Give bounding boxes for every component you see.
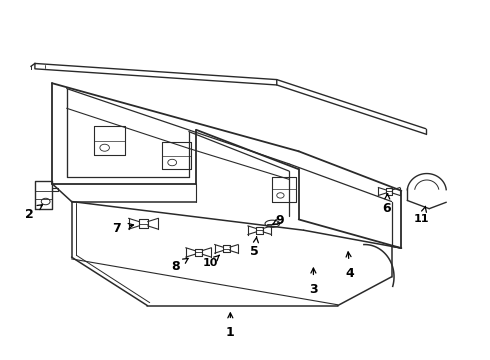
Text: 11: 11: [414, 206, 430, 224]
Text: 6: 6: [382, 194, 391, 215]
Text: 1: 1: [226, 313, 235, 339]
Text: 7: 7: [113, 222, 133, 235]
Text: 3: 3: [309, 268, 318, 296]
Text: 8: 8: [172, 258, 188, 273]
Text: 9: 9: [273, 214, 285, 227]
Text: 2: 2: [24, 205, 43, 221]
Text: 4: 4: [345, 252, 354, 280]
Text: 5: 5: [250, 237, 259, 258]
Text: 10: 10: [203, 255, 220, 268]
